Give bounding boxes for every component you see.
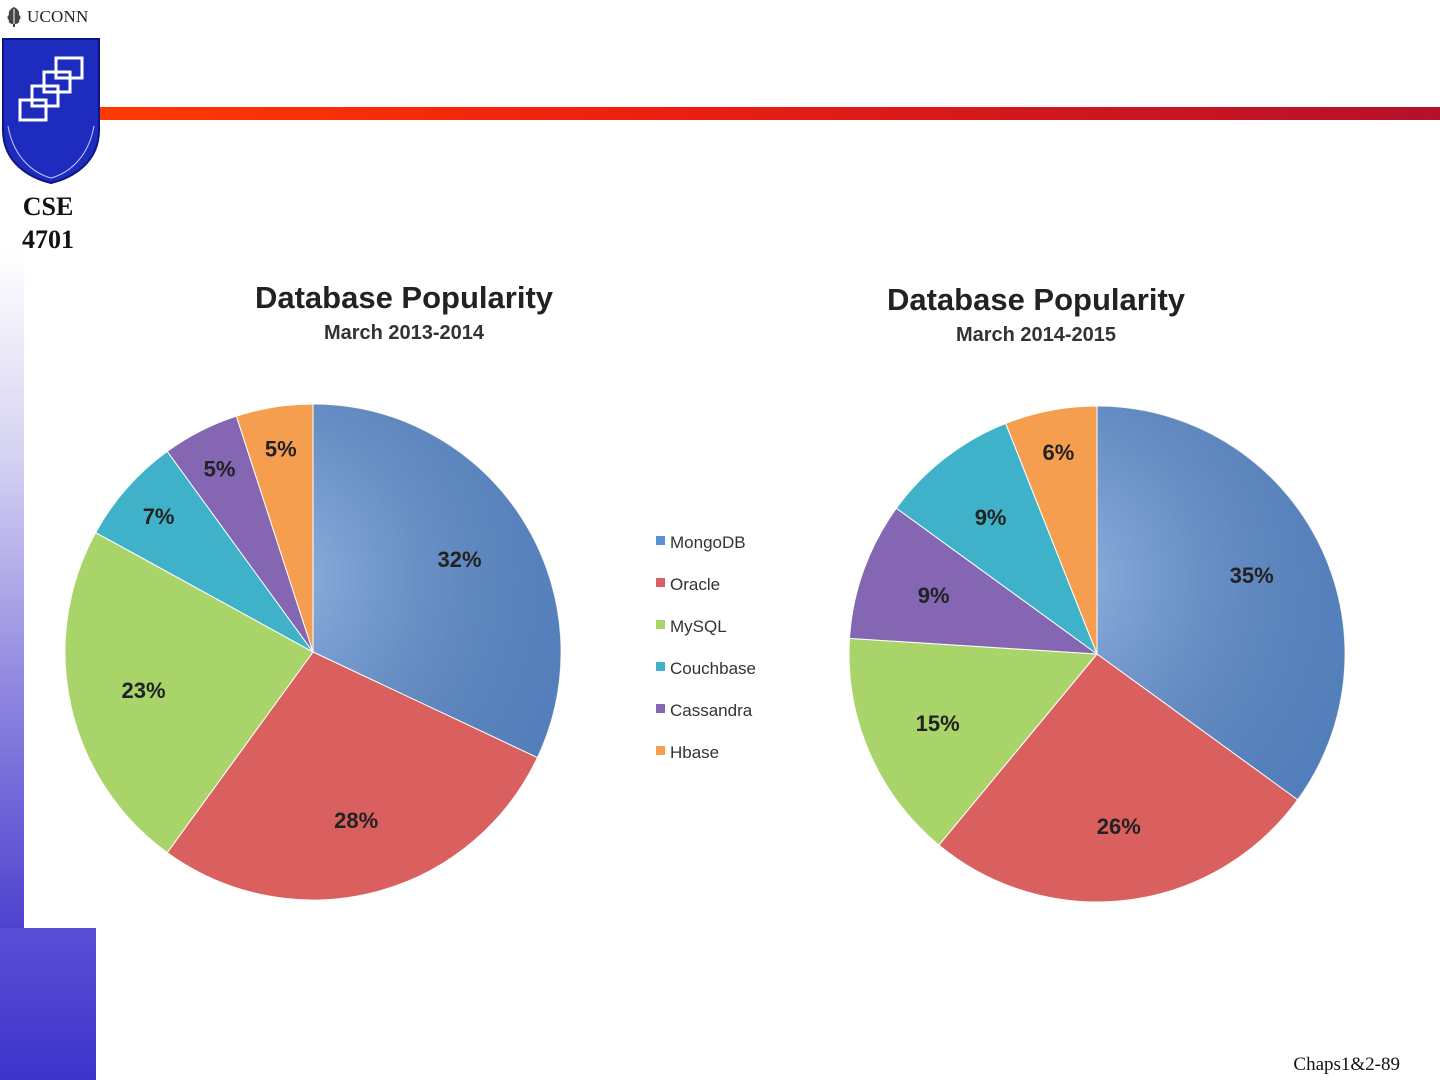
pie-2013-slice-hbase — [235, 403, 314, 653]
chart-2-title: Database Popularity — [887, 282, 1186, 317]
legend-swatch-cassandra — [656, 704, 665, 713]
legend-label-mysql: MySQL — [670, 617, 727, 636]
pie-2013-label-mongodb: 32% — [438, 547, 482, 572]
pie-2014-slice-hbase — [1005, 405, 1098, 655]
pie-2014-label-mongodb: 35% — [1230, 563, 1274, 588]
chart-1-subtitle: March 2013-2014 — [324, 322, 485, 344]
pie-2014-label-couchbase: 9% — [975, 505, 1007, 530]
pie-2013-slice-mysql — [64, 531, 314, 854]
legend-swatch-mongodb — [656, 536, 665, 545]
pie-chart-2013-2014: 32% 28% 23% 7% 5% 5% — [64, 403, 562, 901]
course-number: 4701 — [22, 225, 74, 254]
legend-label-oracle: Oracle — [670, 575, 720, 594]
chart-legend: MongoDB Oracle MySQL Couchbase Cassandra Hbas… — [656, 533, 756, 762]
course-prefix: CSE — [22, 192, 74, 221]
sidebar-gradient-strip — [0, 250, 24, 928]
pie-2014-slice-mysql — [848, 637, 1099, 846]
pie-2013-label-cassandra: 5% — [204, 457, 236, 482]
chart-2-subtitle: March 2014-2015 — [956, 324, 1116, 346]
pie-2014-slice-oracle — [938, 653, 1299, 903]
legend-label-couchbase: Couchbase — [670, 659, 756, 678]
pie-2013-label-hbase: 5% — [265, 437, 297, 462]
uconn-wordmark: UCONN — [27, 7, 89, 26]
legend-swatch-couchbase — [656, 662, 665, 671]
pie-2013-slice-oracle — [166, 651, 539, 901]
legend-swatch-hbase — [656, 746, 665, 755]
oak-leaf-icon — [7, 7, 21, 27]
pie-2014-label-oracle: 26% — [1097, 814, 1141, 839]
pie-2013-slice-couchbase — [94, 450, 314, 653]
legend-label-mongodb: MongoDB — [670, 533, 746, 552]
legend-label-hbase: Hbase — [670, 743, 719, 762]
pie-2013-label-couchbase: 7% — [143, 504, 175, 529]
header-rule — [100, 107, 1440, 120]
pie-2014-slice-couchbase — [895, 422, 1099, 656]
slide-number: Chaps1&2-89 — [1293, 1054, 1400, 1075]
sidebar-color-block — [0, 928, 96, 1080]
chart-1-title: Database Popularity — [255, 280, 554, 315]
cse-department-crest — [2, 38, 100, 184]
pie-2014-slice-cassandra — [848, 507, 1099, 655]
pie-2013-label-oracle: 28% — [334, 808, 378, 833]
pie-2014-label-cassandra: 9% — [918, 583, 950, 608]
legend-swatch-oracle — [656, 578, 665, 587]
legend-swatch-mysql — [656, 620, 665, 629]
course-code: CSE 4701 — [0, 190, 96, 256]
pie-2014-label-mysql: 15% — [916, 711, 960, 736]
pie-2013-label-mysql: 23% — [122, 678, 166, 703]
pie-2014-label-hbase: 6% — [1043, 440, 1075, 465]
legend-label-cassandra: Cassandra — [670, 701, 753, 720]
uconn-logo: UCONN — [4, 4, 98, 30]
pie-chart-2014-2015: 35% 26% 15% 9% 9% 6% — [848, 405, 1346, 903]
